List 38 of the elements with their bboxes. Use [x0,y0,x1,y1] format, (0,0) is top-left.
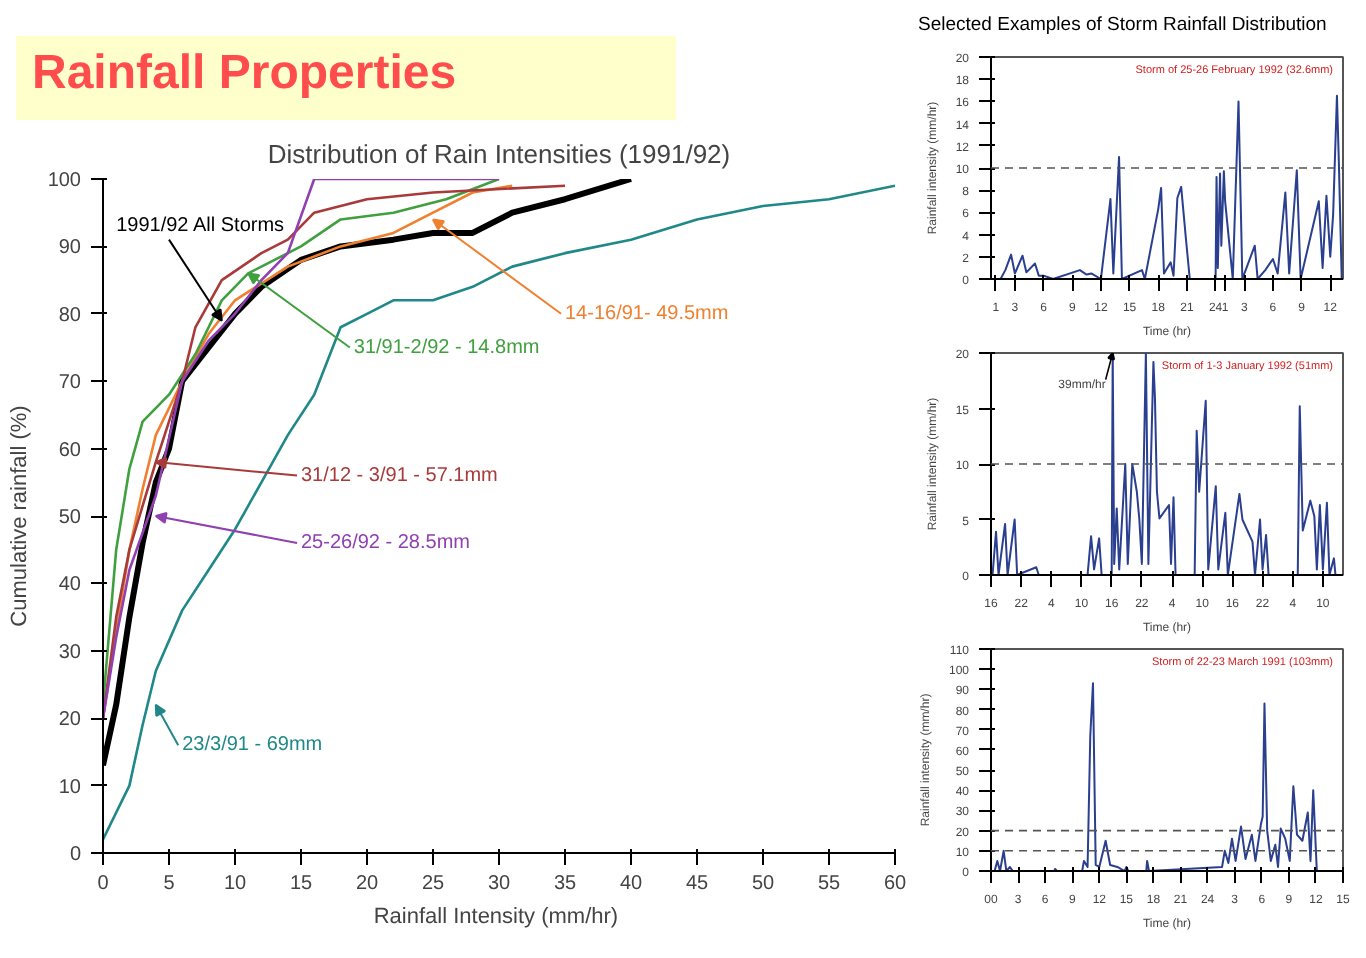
x-tick-label: 10 [223,873,247,895]
x-tick-label: 15 [289,873,313,895]
x-tick-label: 60 [883,873,907,895]
y-tick-label: 10 [58,776,82,799]
x-axis-title: Rainfall Intensity (mm/hr) [373,905,619,929]
x-tick-label: 35 [553,873,577,895]
x-tick-label: 0 [97,873,110,895]
x-tick-label: 25 [421,873,445,895]
y-tick-label: 0 [69,844,82,866]
y-tick-label: 50 [58,507,82,529]
y-tick-label: 30 [58,641,82,664]
annotation: 25-26/92 - 28.5mm [301,531,470,554]
y-tick-label: 100 [47,170,82,192]
chart-subtitle: Distribution of Rain Intensities (1991/92) [267,139,731,169]
x-tick-label: 5 [163,873,176,895]
y-tick-label: 90 [58,237,82,260]
x-tick-label: 20 [355,873,379,895]
line-series [993,682,1318,871]
annotation: 31/91-2/92 - 14.8mm [353,336,540,359]
line-series [999,94,1343,279]
y-axis-title: Cumulative rainfall (%) [7,405,32,627]
x-tick-label: 40 [619,873,643,895]
x-tick-label: 50 [751,873,775,895]
chart-title: Rainfall Properties [32,44,457,104]
y-tick-label: 20 [58,709,82,732]
x-tick-label: 45 [685,873,709,895]
chart-title: Selected Examples of Storm Rainfall Distribution [918,12,1327,40]
y-tick-label: 40 [58,574,82,597]
x-tick-label: 55 [817,873,841,895]
annotation: 14-16/91- 49.5mm [565,302,729,325]
annotation: 23/3/91 - 69mm [182,734,323,757]
y-tick-label: 70 [58,372,82,395]
x-tick-label: 30 [487,873,511,895]
line-series [103,184,895,841]
y-tick-label: 80 [58,304,82,327]
annotation: 31/12 - 3/91 - 57.1mm [301,464,498,487]
annotation: 1991/92 All Storms [116,215,285,238]
y-tick-label: 60 [58,439,82,462]
